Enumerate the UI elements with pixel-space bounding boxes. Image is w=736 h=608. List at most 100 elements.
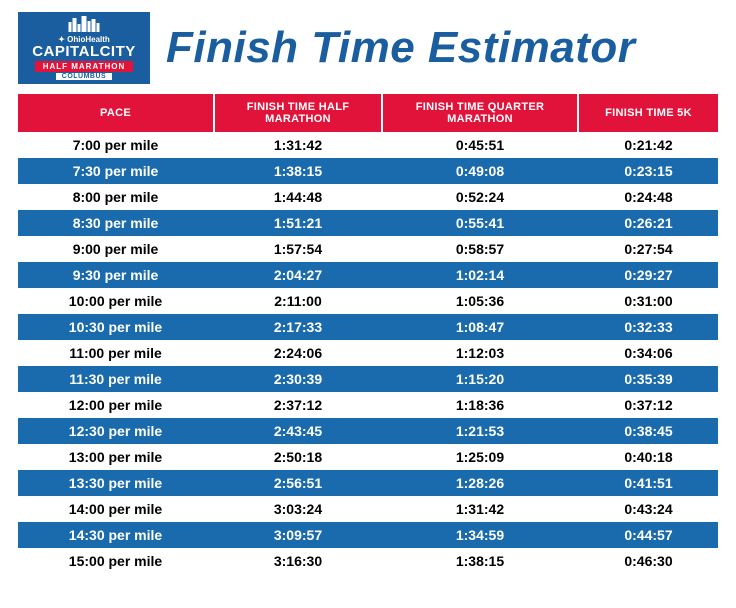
table-cell: 7:00 per mile: [18, 132, 214, 158]
table-row: 9:30 per mile2:04:271:02:140:29:27: [18, 262, 718, 288]
table-cell: 1:08:47: [382, 314, 578, 340]
table-row: 7:30 per mile1:38:150:49:080:23:15: [18, 158, 718, 184]
table-cell: 14:30 per mile: [18, 522, 214, 548]
table-cell: 1:15:20: [382, 366, 578, 392]
table-row: 9:00 per mile1:57:540:58:570:27:54: [18, 236, 718, 262]
table-cell: 0:37:12: [578, 392, 718, 418]
col-header-pace: PACE: [18, 94, 214, 132]
event-logo: ✦ OhioHealth CAPITALCITY HALF MARATHON C…: [18, 12, 150, 84]
page-title: Finish Time Estimator: [166, 23, 635, 73]
table-cell: 0:26:21: [578, 210, 718, 236]
table-cell: 0:52:24: [382, 184, 578, 210]
table-cell: 0:23:15: [578, 158, 718, 184]
table-cell: 14:00 per mile: [18, 496, 214, 522]
table-cell: 2:17:33: [214, 314, 382, 340]
table-cell: 1:28:26: [382, 470, 578, 496]
table-row: 7:00 per mile1:31:420:45:510:21:42: [18, 132, 718, 158]
table-cell: 1:18:36: [382, 392, 578, 418]
logo-half-text: HALF MARATHON: [35, 61, 134, 72]
table-cell: 11:30 per mile: [18, 366, 214, 392]
table-cell: 0:21:42: [578, 132, 718, 158]
table-cell: 2:37:12: [214, 392, 382, 418]
table-body: 7:00 per mile1:31:420:45:510:21:427:30 p…: [18, 132, 718, 574]
table-row: 10:30 per mile2:17:331:08:470:32:33: [18, 314, 718, 340]
table-row: 11:30 per mile2:30:391:15:200:35:39: [18, 366, 718, 392]
table-cell: 15:00 per mile: [18, 548, 214, 574]
table-cell: 0:40:18: [578, 444, 718, 470]
table-cell: 2:11:00: [214, 288, 382, 314]
table-cell: 0:38:45: [578, 418, 718, 444]
table-cell: 0:32:33: [578, 314, 718, 340]
table-row: 15:00 per mile3:16:301:38:150:46:30: [18, 548, 718, 574]
table-cell: 0:43:24: [578, 496, 718, 522]
table-row: 8:30 per mile1:51:210:55:410:26:21: [18, 210, 718, 236]
table-cell: 0:58:57: [382, 236, 578, 262]
table-cell: 3:03:24: [214, 496, 382, 522]
table-cell: 2:24:06: [214, 340, 382, 366]
table-cell: 0:31:00: [578, 288, 718, 314]
table-cell: 9:30 per mile: [18, 262, 214, 288]
table-cell: 12:30 per mile: [18, 418, 214, 444]
table-header-row: PACE FINISH TIME HALF MARATHON FINISH TI…: [18, 94, 718, 132]
table-cell: 2:04:27: [214, 262, 382, 288]
table-cell: 1:25:09: [382, 444, 578, 470]
table-row: 14:30 per mile3:09:571:34:590:44:57: [18, 522, 718, 548]
table-row: 11:00 per mile2:24:061:12:030:34:06: [18, 340, 718, 366]
pace-table: PACE FINISH TIME HALF MARATHON FINISH TI…: [18, 94, 718, 574]
table-cell: 1:38:15: [382, 548, 578, 574]
table-cell: 7:30 per mile: [18, 158, 214, 184]
table-cell: 0:41:51: [578, 470, 718, 496]
table-cell: 1:31:42: [382, 496, 578, 522]
table-cell: 3:16:30: [214, 548, 382, 574]
table-cell: 13:30 per mile: [18, 470, 214, 496]
table-cell: 0:45:51: [382, 132, 578, 158]
table-cell: 8:00 per mile: [18, 184, 214, 210]
table-cell: 0:44:57: [578, 522, 718, 548]
skyline-icon: [69, 16, 100, 32]
table-cell: 0:24:48: [578, 184, 718, 210]
table-cell: 0:34:06: [578, 340, 718, 366]
table-cell: 10:00 per mile: [18, 288, 214, 314]
table-cell: 0:55:41: [382, 210, 578, 236]
table-cell: 12:00 per mile: [18, 392, 214, 418]
table-cell: 0:27:54: [578, 236, 718, 262]
table-row: 13:30 per mile2:56:511:28:260:41:51: [18, 470, 718, 496]
table-cell: 2:56:51: [214, 470, 382, 496]
table-cell: 3:09:57: [214, 522, 382, 548]
table-cell: 1:34:59: [382, 522, 578, 548]
table-cell: 0:29:27: [578, 262, 718, 288]
table-cell: 2:50:18: [214, 444, 382, 470]
table-cell: 1:31:42: [214, 132, 382, 158]
col-header-5k: FINISH TIME 5K: [578, 94, 718, 132]
page-container: ✦ OhioHealth CAPITALCITY HALF MARATHON C…: [0, 0, 736, 586]
header: ✦ OhioHealth CAPITALCITY HALF MARATHON C…: [18, 12, 718, 84]
logo-columbus-text: COLUMBUS: [56, 73, 112, 80]
col-header-half: FINISH TIME HALF MARATHON: [214, 94, 382, 132]
table-cell: 10:30 per mile: [18, 314, 214, 340]
table-cell: 11:00 per mile: [18, 340, 214, 366]
table-cell: 1:05:36: [382, 288, 578, 314]
table-row: 14:00 per mile3:03:241:31:420:43:24: [18, 496, 718, 522]
table-cell: 2:43:45: [214, 418, 382, 444]
table-cell: 1:02:14: [382, 262, 578, 288]
table-row: 12:30 per mile2:43:451:21:530:38:45: [18, 418, 718, 444]
table-cell: 1:51:21: [214, 210, 382, 236]
col-header-quarter: FINISH TIME QUARTER MARATHON: [382, 94, 578, 132]
table-row: 8:00 per mile1:44:480:52:240:24:48: [18, 184, 718, 210]
table-cell: 1:57:54: [214, 236, 382, 262]
table-cell: 13:00 per mile: [18, 444, 214, 470]
table-cell: 2:30:39: [214, 366, 382, 392]
table-cell: 0:35:39: [578, 366, 718, 392]
table-cell: 1:38:15: [214, 158, 382, 184]
table-cell: 8:30 per mile: [18, 210, 214, 236]
table-cell: 1:44:48: [214, 184, 382, 210]
table-cell: 0:46:30: [578, 548, 718, 574]
table-cell: 1:21:53: [382, 418, 578, 444]
table-cell: 1:12:03: [382, 340, 578, 366]
table-cell: 9:00 per mile: [18, 236, 214, 262]
logo-capital-text: CAPITALCITY: [32, 44, 136, 59]
table-row: 13:00 per mile2:50:181:25:090:40:18: [18, 444, 718, 470]
table-row: 10:00 per mile2:11:001:05:360:31:00: [18, 288, 718, 314]
table-row: 12:00 per mile2:37:121:18:360:37:12: [18, 392, 718, 418]
table-cell: 0:49:08: [382, 158, 578, 184]
